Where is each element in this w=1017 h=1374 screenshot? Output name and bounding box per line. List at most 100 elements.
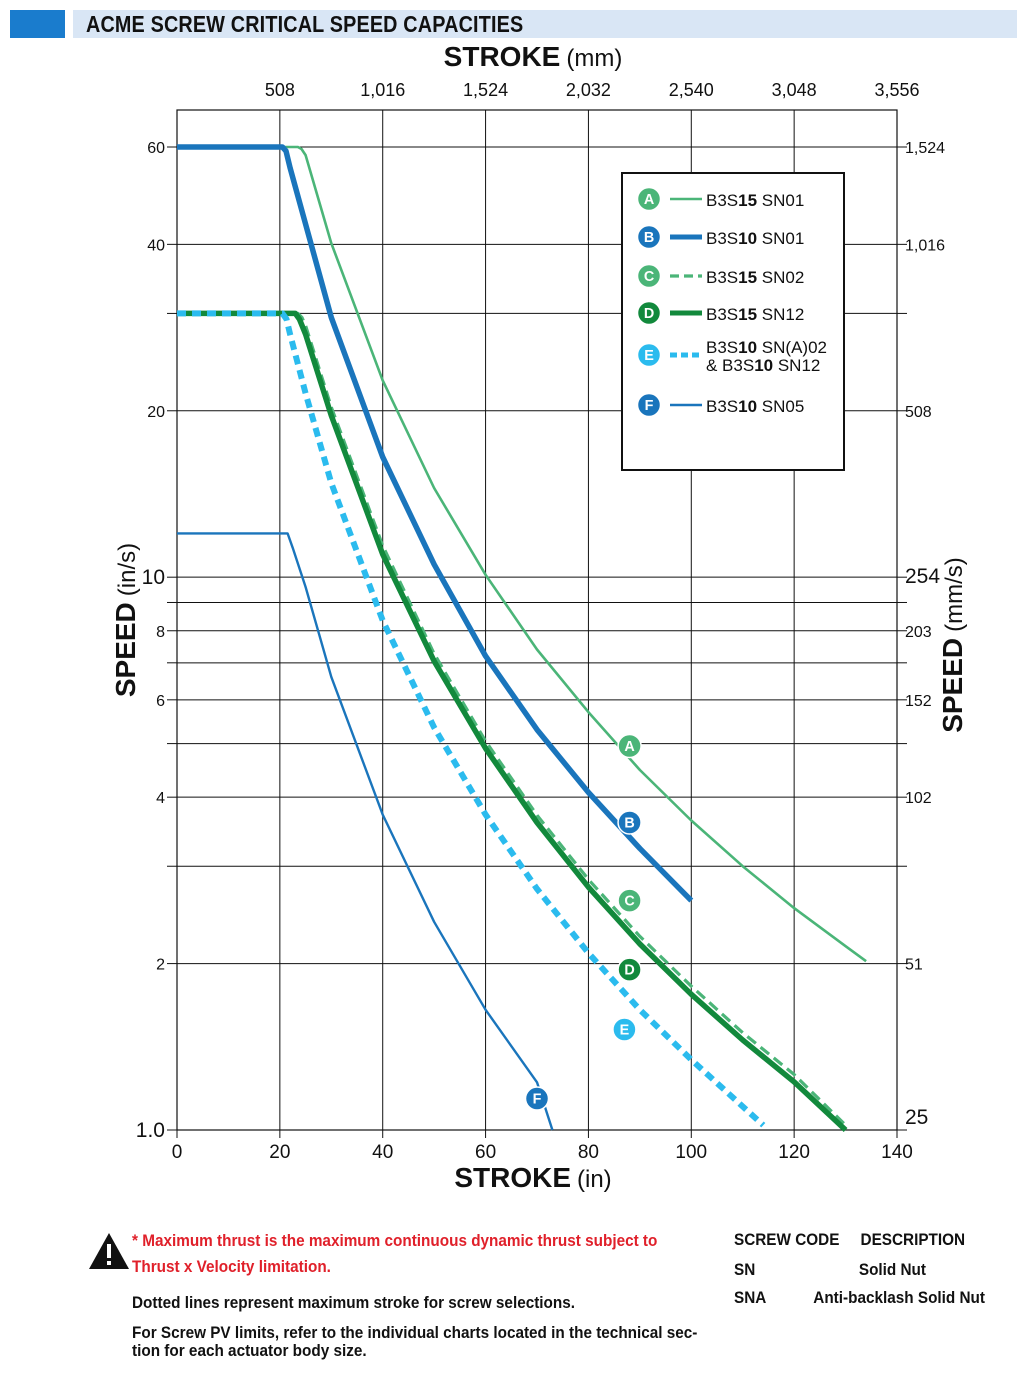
legend-label-D: B3S15 SN12 [706, 305, 804, 324]
legend-label-B: B3S10 SN01 [706, 229, 804, 248]
series-marker-C-letter: C [624, 893, 634, 909]
screw-code-description: Anti-backlash Solid Nut [813, 1288, 986, 1307]
legend-entry-B: B B3S10 SN01 [636, 224, 804, 250]
warning-line-2: Thrust x Velocity limitation. [132, 1257, 331, 1276]
x-tick-label: 20 [269, 1142, 290, 1163]
x2-axis-title-unit: (mm) [566, 45, 622, 72]
pv-limits-note-line-2: tion for each actuator body size. [132, 1341, 367, 1360]
series-marker-A-letter: A [624, 739, 634, 755]
y-tick-label: 2 [156, 957, 165, 974]
legend-badge-D-letter: D [644, 306, 654, 322]
series-marker-E: E [612, 1017, 637, 1042]
y2-tick-label: 1,524 [905, 140, 945, 157]
series-marker-E-letter: E [620, 1022, 630, 1038]
legend-label-suffix: SN12 [773, 356, 820, 375]
screw-code-row-sn: SN Solid Nut [734, 1260, 926, 1280]
y2-axis-title: SPEED (mm/s) [937, 557, 968, 733]
legend-label-suffix: SN01 [757, 229, 804, 248]
legend-label-F: B3S10 SN05 [706, 397, 804, 416]
x-tick-label: 40 [372, 1142, 393, 1163]
series-line-C [177, 311, 847, 1127]
y-axis-title-bold: SPEED [110, 602, 141, 697]
dotted-lines-note: Dotted lines represent maximum stroke fo… [132, 1293, 576, 1312]
legend-label-prefix: B3S [706, 268, 738, 287]
legend-badge-E-letter: E [644, 348, 654, 364]
legend-label-A: B3S15 SN01 [706, 191, 804, 210]
legend-badge-F: F [636, 392, 662, 418]
series-marker-A: A [617, 733, 642, 759]
legend-label-size: 10 [738, 338, 757, 357]
y-tick-label: 10 [142, 566, 165, 589]
series-marker-C: C [617, 888, 642, 913]
footer: * Maximum thrust is the maximum continuo… [0, 1222, 1017, 1372]
y2-axis-title-bold: SPEED [937, 638, 968, 733]
legend-badge-C-letter: C [644, 269, 654, 285]
y-tick-label: 20 [147, 404, 165, 421]
series-line-F [177, 532, 554, 1131]
legend-label-prefix: B3S [706, 305, 738, 324]
warning-icon [89, 1233, 129, 1269]
y2-tick-label: 152 [905, 693, 932, 710]
series-line-B [177, 144, 694, 903]
legend-label-suffix: SN02 [757, 268, 804, 287]
legend-label-suffix: SN05 [757, 397, 804, 416]
x-tick-label: 100 [675, 1142, 707, 1163]
y2-tick-label: 508 [905, 404, 932, 421]
legend-box [621, 172, 845, 471]
legend-entry-E: E B3S10 SN(A)02& B3S10 SN12 [636, 338, 827, 375]
x-axis-title-bold: STROKE [454, 1162, 571, 1193]
x2-tick-label: 2,032 [566, 80, 611, 100]
legend-label-size: 10 [738, 229, 757, 248]
y2-tick-label: 254 [905, 565, 940, 588]
series-marker-D-letter: D [624, 962, 634, 978]
legend-label-E: B3S10 SN(A)02 [706, 338, 827, 357]
series-line-E [177, 310, 766, 1128]
legend-label-C: B3S15 SN02 [706, 268, 804, 287]
x2-axis-title: STROKE (mm) [444, 41, 623, 72]
legend-label-prefix: B3S [706, 397, 738, 416]
screw-code-header-code: SCREW CODE [734, 1230, 840, 1249]
legend-label-suffix: SN12 [757, 305, 804, 324]
title-accent-block [10, 10, 65, 38]
legend-badge-B: B [636, 224, 662, 250]
legend-label-prefix: B3S [706, 191, 738, 210]
x-axis-title-unit: (in) [577, 1166, 612, 1193]
y2-tick-label: 102 [905, 790, 932, 807]
y-axis-title-unit: (in/s) [114, 543, 141, 596]
legend-entry-C: C B3S15 SN02 [636, 263, 804, 289]
y-tick-label: 6 [156, 693, 165, 710]
critical-speed-chart: 0 20 40 60 80 100 120 140 508 1,016 1,524 2,032 2,54… [110, 41, 968, 1193]
legend-badge-F-letter: F [645, 398, 654, 414]
y-axis-title: SPEED (in/s) [110, 543, 141, 697]
x2-axis-title-bold: STROKE [444, 41, 561, 72]
legend-label-size: 10 [738, 397, 757, 416]
x-tick-label: 0 [172, 1142, 183, 1163]
legend-label-prefix: & B3S [706, 356, 754, 375]
legend-badge-C: C [636, 263, 662, 289]
y-tick-label: 1.0 [136, 1119, 165, 1142]
legend-label-prefix: B3S [706, 229, 738, 248]
x-tick-label: 60 [475, 1142, 496, 1163]
x2-tick-label: 1,016 [360, 80, 405, 100]
page-title: ACME SCREW CRITICAL SPEED CAPACITIES [86, 11, 524, 37]
x-tick-label: 80 [578, 1142, 599, 1163]
legend-entry-A: A B3S15 SN01 [636, 186, 804, 212]
title-background [73, 10, 1017, 38]
series-marker-B: B [617, 810, 642, 835]
legend-badge-D: D [636, 300, 662, 326]
title-bar: ACME SCREW CRITICAL SPEED CAPACITIES [10, 10, 1017, 38]
legend-label-E-line2: & B3S10 SN12 [706, 356, 820, 375]
series-marker-B-letter: B [624, 815, 634, 831]
series-layer [177, 144, 867, 1132]
y2-tick-label: 51 [905, 957, 923, 974]
x2-tick-label: 1,524 [463, 80, 508, 100]
series-marker-F: F [524, 1086, 550, 1111]
legend-label-size: 15 [738, 191, 757, 210]
x-axis-title: STROKE (in) [454, 1162, 611, 1193]
screw-code-description: Solid Nut [858, 1260, 927, 1279]
legend-label-size: 15 [738, 305, 757, 324]
screw-code-header-description: DESCRIPTION [860, 1230, 966, 1249]
legend-badge-A-letter: A [644, 192, 654, 208]
legend-entry-D: D B3S15 SN12 [636, 300, 804, 326]
